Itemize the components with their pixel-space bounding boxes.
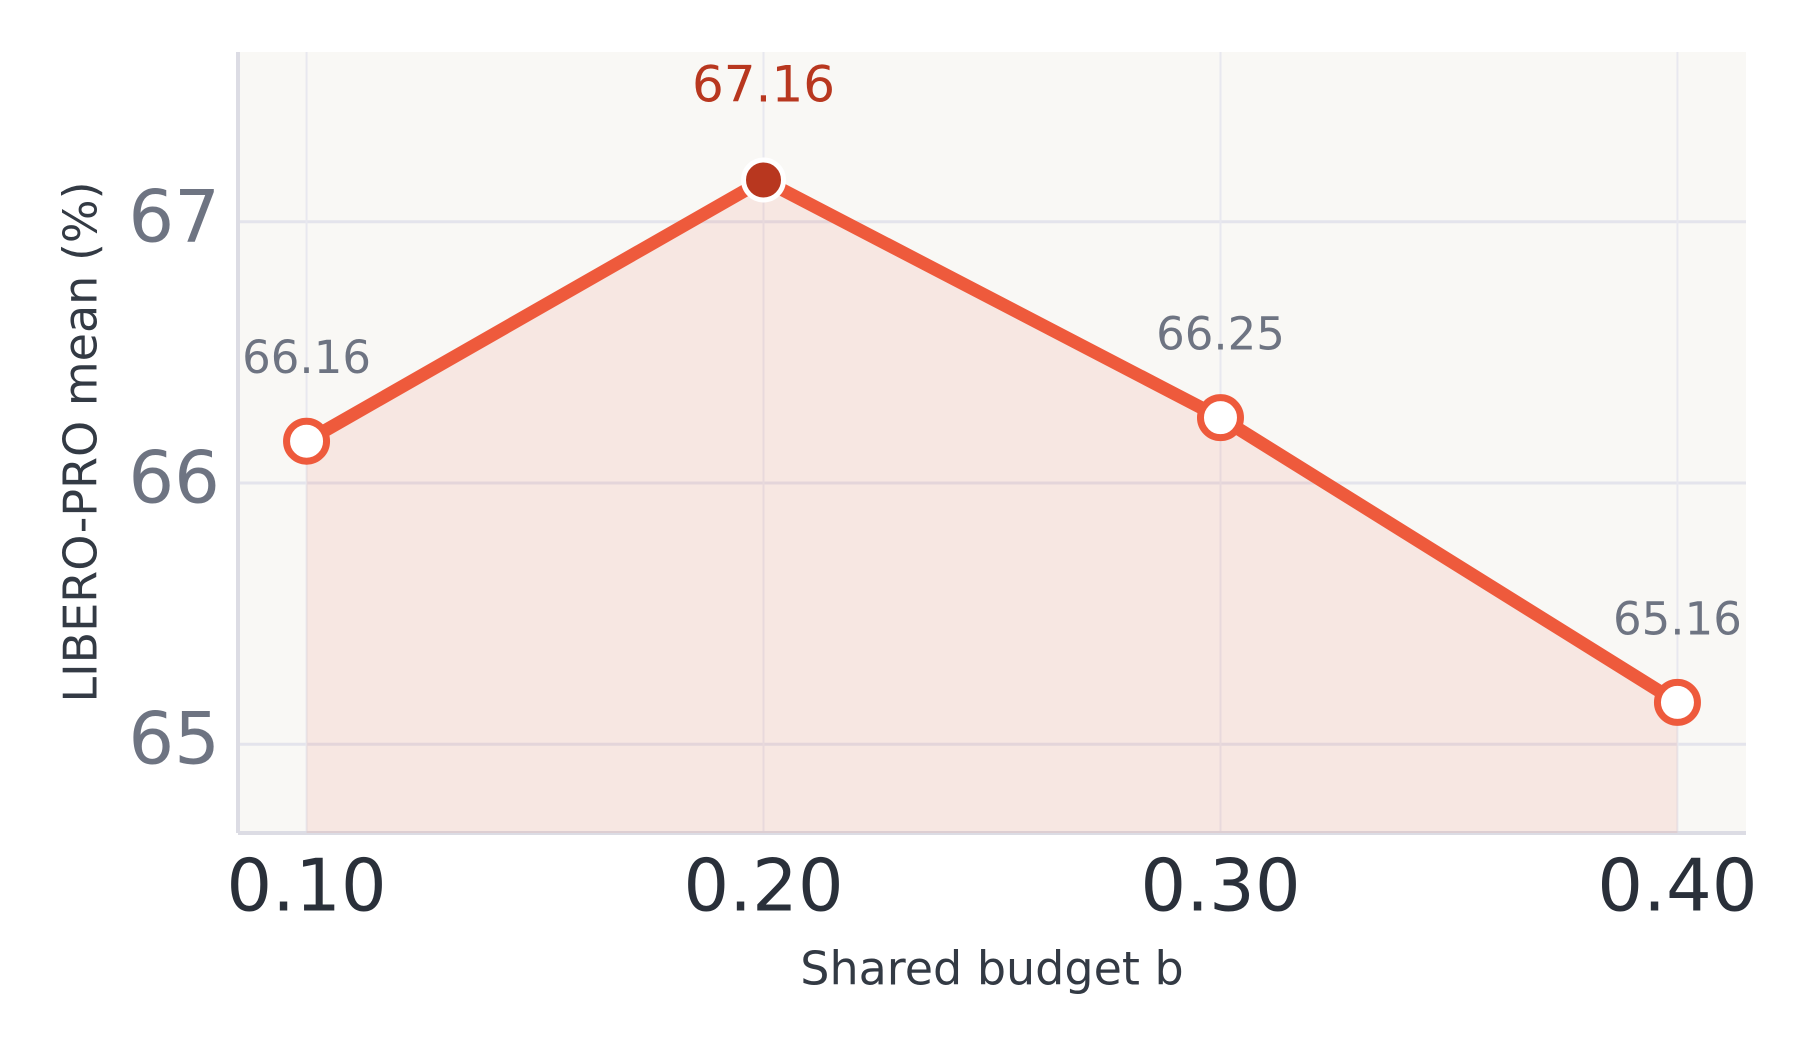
data-label: 66.16 (242, 331, 371, 384)
point (1196, 394, 1244, 442)
y-tick-label: 67 (128, 174, 220, 258)
point (283, 417, 331, 465)
point (1653, 678, 1701, 726)
data-label: 67.16 (692, 55, 835, 113)
area (306, 179, 1678, 833)
data-label: 65.16 (1613, 592, 1742, 645)
x-tick-label: 0.40 (1597, 844, 1757, 928)
x-tick-label: 0.20 (683, 844, 843, 928)
y-tick-label: 65 (128, 697, 220, 781)
data-label: 66.25 (1156, 308, 1285, 361)
plot-background (238, 52, 1746, 833)
x-axis-label: Shared budget b (800, 942, 1183, 996)
y-tick-label: 66 (128, 436, 220, 520)
y-axis-label: LIBERO-PRO mean (%) (54, 181, 108, 702)
line (303, 173, 1681, 708)
x-tick-label: 0.10 (226, 844, 386, 928)
x-tick-label: 0.30 (1140, 844, 1300, 928)
point (741, 157, 787, 203)
